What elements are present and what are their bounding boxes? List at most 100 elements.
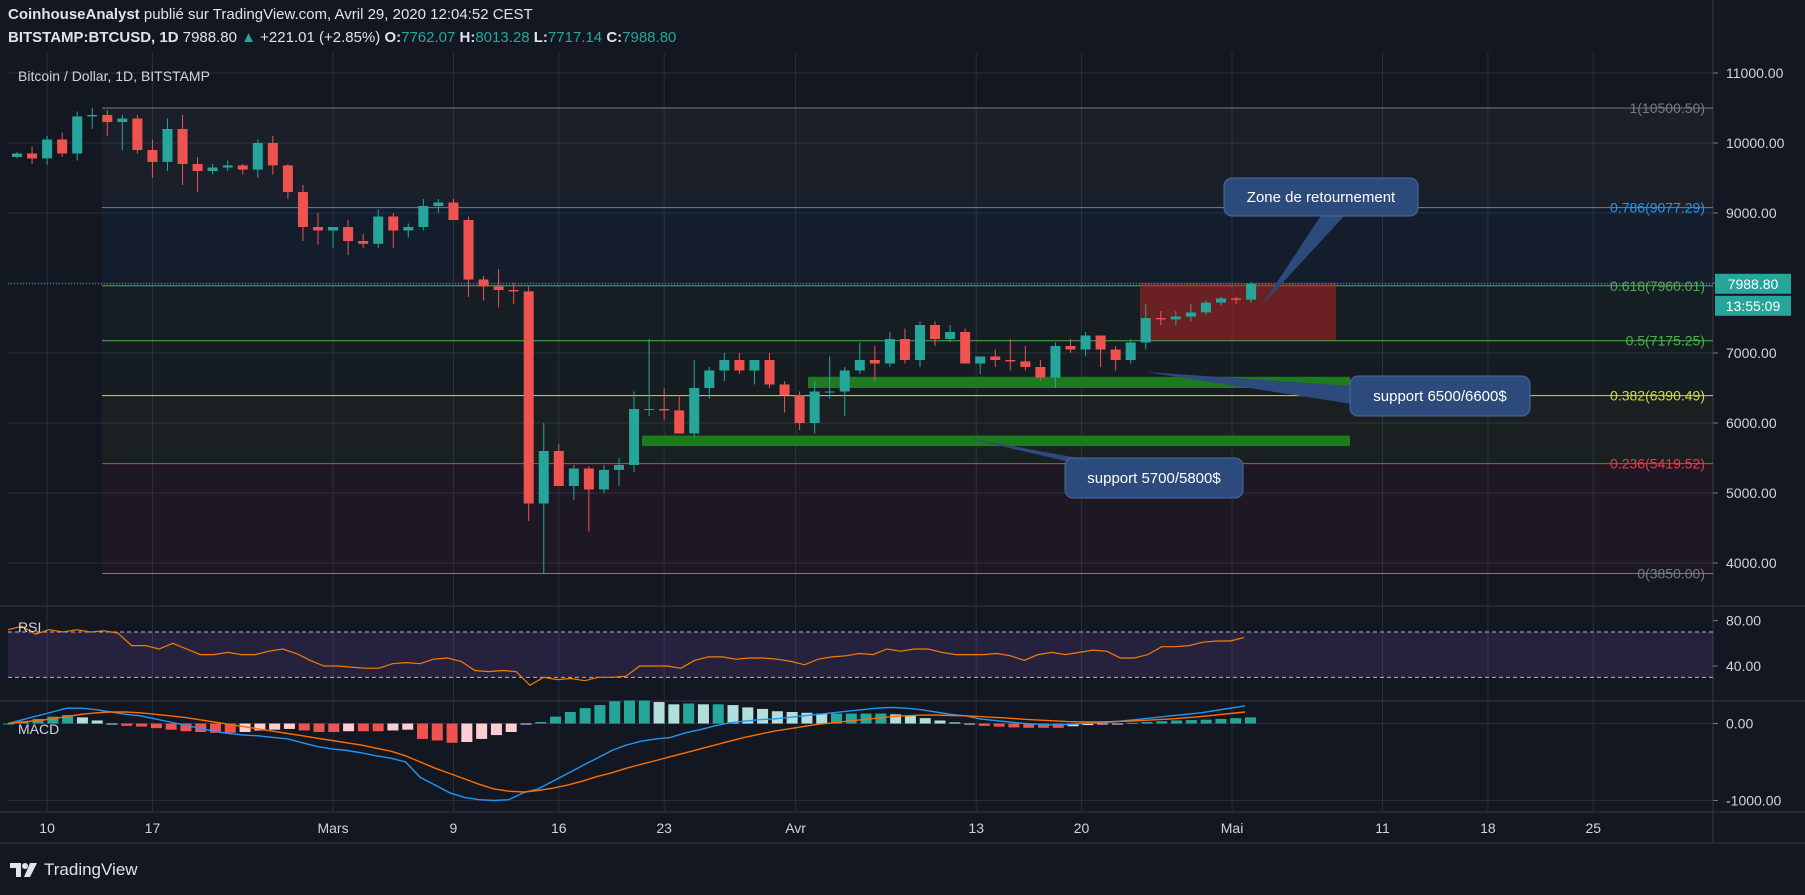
x-tick-label: 13 [968,820,984,836]
macd-histogram-bar [550,716,562,724]
macd-line [7,705,1246,802]
candle-body [1065,346,1076,350]
macd-histogram-bar [1082,723,1094,726]
published-text: publié sur TradingView.com, Avril 29, 20… [143,6,533,23]
macd-histogram-bar [594,705,606,724]
macd-histogram-bar [283,723,295,729]
macd-histogram-bar [402,723,414,730]
candle-body [117,118,128,122]
candle-body [72,116,83,154]
candle-body [267,143,278,166]
rsi-label: RSI [18,619,41,635]
candle-body [252,143,263,170]
arrow-up-icon: ▲ [241,29,256,46]
candle-body [704,370,715,388]
countdown-label: 13:55:09 [1726,298,1781,314]
fib-zone [102,207,1713,286]
fib-level-label: 1(10500.50) [1629,100,1705,116]
candle-body [27,153,38,159]
macd-histogram-bar [76,717,88,724]
candle-body [1170,316,1181,320]
open-value: 7762.07 [401,29,456,46]
low-value: 7717.14 [547,29,603,46]
candle-body [689,388,700,434]
candle-body [794,395,805,423]
macd-histogram-bar [91,720,103,724]
macd-histogram-bar [1230,718,1242,724]
macd-signal-line [7,711,1246,793]
fib-level-label: 0.786(9077.29) [1610,200,1705,216]
price-change: +221.01 (+2.85%) [260,29,381,46]
fib-zone [102,285,1713,341]
candle-body [869,360,880,364]
price-tick-label: 11000.00 [1726,65,1784,81]
symbol-header: BITSTAMP:BTCUSD, 1D 7988.80 ▲ +221.01 (+… [8,29,677,46]
author-name[interactable]: CoinhouseAnalyst [8,6,140,23]
candle-body [132,118,143,150]
macd-histogram-bar [653,702,665,724]
x-tick-label: 25 [1585,820,1601,836]
macd-histogram-bar [1097,723,1109,725]
candle-body [523,291,534,504]
callout-support-lower-text: support 5700/5800$ [1087,470,1221,487]
x-tick-label: Mai [1221,820,1244,836]
macd-histogram-bar [490,723,502,736]
macd-histogram-bar [1156,721,1168,724]
macd-histogram-bar [949,722,961,724]
high-value: 8013.28 [475,29,530,46]
macd-histogram-bar [1215,718,1227,724]
macd-histogram-bar [624,700,635,724]
macd-histogram-bar [860,713,872,724]
x-tick-label: Avr [785,820,806,836]
candle-body [1185,312,1196,317]
callout-support-upper-text: support 6500/6600$ [1373,388,1507,405]
macd-histogram-bar [712,704,724,724]
candle-body [1125,342,1136,360]
candle-body [583,468,594,490]
macd-histogram-bar [1008,723,1020,728]
callout-pointer [962,437,1100,462]
rsi-line [7,625,1245,687]
macd-histogram-bar [727,705,739,724]
support-zone-upper [808,376,1350,388]
macd-histogram-bar [831,713,842,724]
candle-body [433,202,444,206]
candle-body [1231,298,1242,300]
x-tick-label: 9 [450,820,458,836]
candle-body [839,370,850,392]
candle-body [222,165,233,168]
candle-body [192,164,203,171]
macd-histogram-bar [1141,722,1153,724]
brand-label[interactable]: TradingView [44,860,138,879]
candle-body [629,409,640,465]
candle-body [915,325,925,360]
price-tick-label: 4000.00 [1726,555,1777,571]
macd-histogram-bar [757,708,769,724]
candle-body [1035,367,1046,378]
price-tick-label: 5000.00 [1726,485,1777,501]
fib-level-label: 0.382(6390.49) [1610,388,1705,404]
fib-zone [102,107,1713,208]
macd-histogram-bar [224,723,236,733]
price-tick-label: 9000.00 [1726,205,1777,221]
macd-histogram-bar [298,723,310,731]
fib-zone [102,463,1713,574]
macd-histogram-bar [476,723,488,739]
candle-body [87,115,98,117]
candle-body [328,227,339,231]
price-tick-label: 10000.00 [1726,135,1785,151]
macd-histogram-bar [816,713,828,724]
macd-histogram-bar [313,723,325,732]
candle-body [764,360,775,385]
macd-histogram-bar [121,723,133,726]
publish-header: CoinhouseAnalyst publié sur TradingView.… [8,6,533,23]
candle-body [147,150,158,162]
macd-histogram-bar [535,722,547,724]
macd-histogram-bar [742,707,754,724]
macd-histogram-bar [136,723,148,727]
macd-histogram-bar [47,716,59,724]
macd-histogram-bar [372,723,384,732]
candle-body [538,451,549,504]
candle-body [719,360,730,371]
